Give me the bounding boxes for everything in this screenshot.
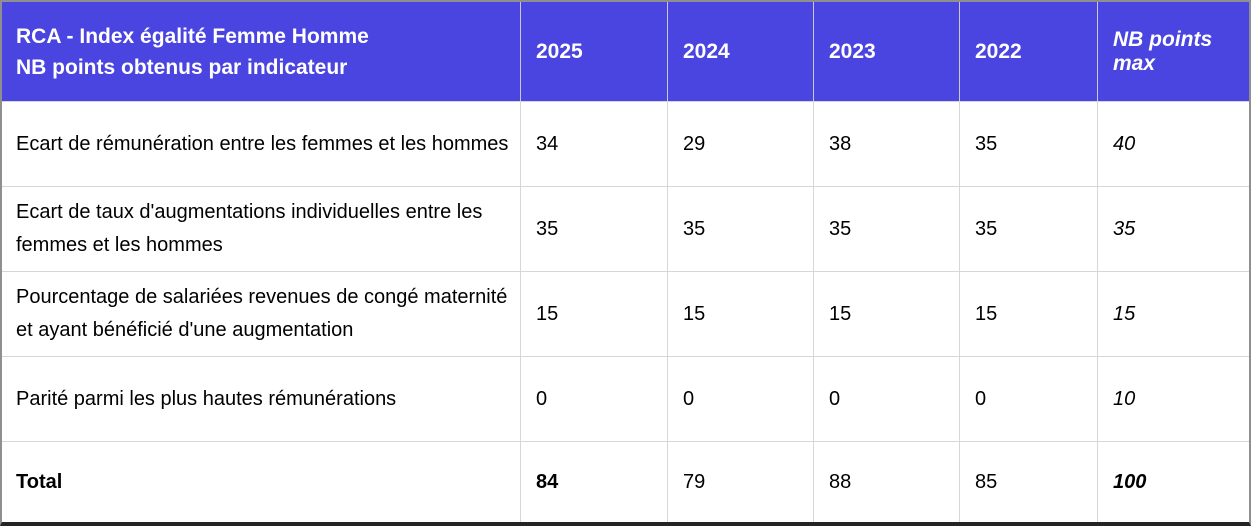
value-max: 35 bbox=[1097, 186, 1249, 271]
total-2025: 84 bbox=[520, 441, 667, 522]
column-header-2022: 2022 bbox=[959, 2, 1097, 101]
value-max: 40 bbox=[1097, 101, 1249, 186]
value-2024: 15 bbox=[667, 271, 813, 356]
value-max: 15 bbox=[1097, 271, 1249, 356]
total-max: 100 bbox=[1097, 441, 1249, 522]
value-2025: 35 bbox=[520, 186, 667, 271]
total-2023: 88 bbox=[813, 441, 959, 522]
value-2022: 15 bbox=[959, 271, 1097, 356]
column-header-nb-points-max: NB points max bbox=[1097, 2, 1249, 101]
value-2025: 34 bbox=[520, 101, 667, 186]
indicator-label: Ecart de rémunération entre les femmes e… bbox=[2, 101, 520, 186]
table-title-line1: RCA - Index égalité Femme Homme bbox=[16, 24, 369, 48]
value-max: 10 bbox=[1097, 356, 1249, 441]
value-2024: 29 bbox=[667, 101, 813, 186]
total-2024: 79 bbox=[667, 441, 813, 522]
total-2022: 85 bbox=[959, 441, 1097, 522]
value-2023: 0 bbox=[813, 356, 959, 441]
value-2023: 38 bbox=[813, 101, 959, 186]
value-2024: 0 bbox=[667, 356, 813, 441]
column-header-2025: 2025 bbox=[520, 2, 667, 101]
table-title-line2: NB points obtenus par indicateur bbox=[16, 55, 348, 79]
table-title-cell: RCA - Index égalité Femme Homme NB point… bbox=[2, 2, 520, 101]
value-2022: 35 bbox=[959, 186, 1097, 271]
value-2025: 0 bbox=[520, 356, 667, 441]
column-header-2024: 2024 bbox=[667, 2, 813, 101]
column-header-2023: 2023 bbox=[813, 2, 959, 101]
value-2023: 35 bbox=[813, 186, 959, 271]
value-2022: 35 bbox=[959, 101, 1097, 186]
indicator-label: Pourcentage de salariées revenues de con… bbox=[2, 271, 520, 356]
table-title: RCA - Index égalité Femme Homme NB point… bbox=[16, 21, 369, 83]
value-2025: 15 bbox=[520, 271, 667, 356]
total-label: Total bbox=[2, 441, 520, 522]
value-2022: 0 bbox=[959, 356, 1097, 441]
indicator-label: Parité parmi les plus hautes rémunératio… bbox=[2, 356, 520, 441]
indicator-label: Ecart de taux d'augmentations individuel… bbox=[2, 186, 520, 271]
value-2024: 35 bbox=[667, 186, 813, 271]
value-2023: 15 bbox=[813, 271, 959, 356]
